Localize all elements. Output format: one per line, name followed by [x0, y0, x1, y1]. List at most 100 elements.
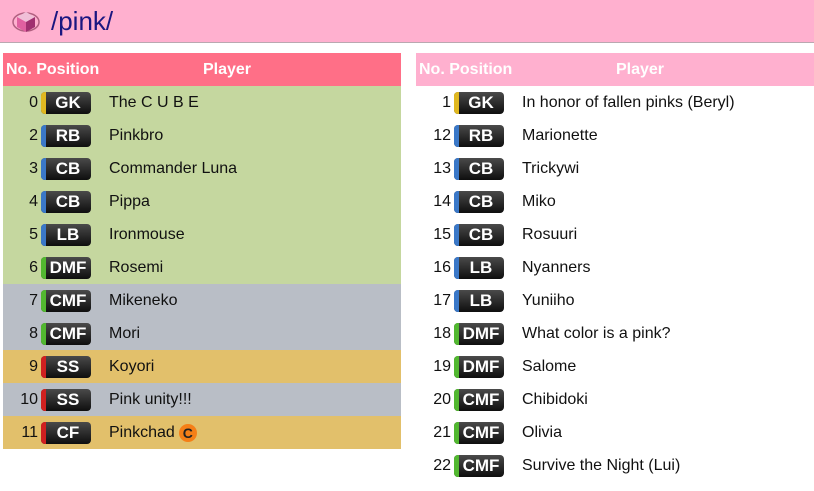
player-name: Mori [109, 324, 141, 342]
player-number: 17 [433, 291, 451, 309]
player-number: 21 [433, 423, 451, 441]
player-name: The C U B E [109, 93, 199, 111]
table-row: 10 SS Pink unity!!! [3, 383, 401, 416]
position-badge: CB [454, 190, 504, 213]
table-row: 8 CMF Mori [3, 317, 401, 350]
player-number: 20 [433, 390, 451, 408]
player-name: Pinkbro [109, 126, 164, 144]
table-row: 2 RB Pinkbro [3, 119, 401, 152]
table-row: 0 GK The C U B E [3, 86, 401, 119]
player-number: 5 [29, 225, 38, 243]
player-name: Rosemi [109, 258, 164, 276]
position-badge: LB [454, 256, 504, 279]
player-name: What color is a pink? [522, 324, 671, 342]
player-name: Pinkchad [109, 423, 175, 441]
table-row: 11 CF Pinkchad C [3, 416, 401, 449]
table-row: 5 LB Ironmouse [3, 218, 401, 251]
table-header: No. Position Player [416, 53, 814, 86]
pink-cube-logo-icon [11, 6, 41, 36]
substitutes-table: No. Position Player 1 GK In honor of fal… [416, 53, 814, 482]
player-name: Trickywi [522, 159, 580, 177]
position-badge: CB [41, 190, 91, 213]
player-number: 18 [433, 324, 451, 342]
position-badge: CB [454, 157, 504, 180]
position-label: RB [468, 125, 494, 145]
position-badge: CMF [454, 454, 504, 477]
captain-icon: C [178, 423, 197, 442]
player-number: 15 [433, 225, 451, 243]
player-name: In honor of fallen pinks (Beryl) [522, 93, 735, 111]
position-label: CF [56, 422, 80, 442]
player-number: 11 [21, 423, 38, 441]
player-number: 0 [29, 93, 38, 111]
player-name: Chibidoki [522, 390, 588, 408]
table-row: 3 CB Commander Luna [3, 152, 401, 185]
page-title: /pink/ [51, 5, 114, 36]
player-number: 8 [29, 324, 38, 342]
player-number: 14 [433, 192, 451, 210]
player-number: 4 [29, 192, 38, 210]
player-number: 7 [29, 291, 38, 309]
position-badge: LB [41, 223, 91, 246]
position-badge: GK [454, 91, 504, 114]
player-name: Salome [522, 357, 577, 375]
position-label: SS [56, 356, 80, 376]
player-header: Player [615, 60, 665, 78]
player-name: Koyori [109, 357, 155, 375]
player-name: Marionette [522, 126, 598, 144]
no-position-header: No. Position [419, 60, 513, 78]
player-name: Rosuuri [522, 225, 578, 243]
position-badge: CF [41, 421, 91, 444]
position-badge: DMF [454, 355, 504, 378]
position-badge: CB [41, 157, 91, 180]
table-row: 15 CB Rosuuri [416, 218, 814, 251]
position-badge: CMF [41, 289, 91, 312]
position-badge: CMF [454, 421, 504, 444]
player-number: 3 [29, 159, 38, 177]
table-row: 4 CB Pippa [3, 185, 401, 218]
page-header: /pink/ [0, 0, 814, 43]
position-label: CMF [49, 290, 87, 310]
player-number: 1 [442, 93, 451, 111]
position-label: CMF [462, 455, 500, 475]
table-row: 1 GK In honor of fallen pinks (Beryl) [416, 86, 814, 119]
position-label: SS [56, 389, 80, 409]
position-badge: DMF [41, 256, 91, 279]
table-row: 16 LB Nyanners [416, 251, 814, 284]
table-row: 6 DMF Rosemi [3, 251, 401, 284]
position-label: RB [55, 125, 81, 145]
position-label: CB [468, 191, 494, 211]
position-label: LB [469, 290, 493, 310]
position-label: DMF [49, 257, 87, 277]
table-row: 21 CMF Olivia [416, 416, 814, 449]
position-badge: DMF [454, 322, 504, 345]
position-label: GK [55, 92, 81, 112]
player-number: 12 [433, 126, 451, 144]
table-row: 18 DMF What color is a pink? [416, 317, 814, 350]
position-badge: CB [454, 223, 504, 246]
table-row: 22 CMF Survive the Night (Lui) [416, 449, 814, 482]
position-label: CB [468, 224, 494, 244]
position-badge: GK [41, 91, 91, 114]
table-row: 12 RB Marionette [416, 119, 814, 152]
position-badge: RB [41, 124, 91, 147]
player-name: Commander Luna [109, 159, 238, 177]
table-row: 7 CMF Mikeneko [3, 284, 401, 317]
position-badge: SS [41, 388, 91, 411]
no-position-header: No. Position [6, 60, 100, 78]
position-label: CB [55, 191, 81, 211]
position-badge: LB [454, 289, 504, 312]
table-row: 9 SS Koyori [3, 350, 401, 383]
table-row: 19 DMF Salome [416, 350, 814, 383]
player-name: Olivia [522, 423, 563, 441]
player-name: Miko [522, 192, 556, 210]
table-row: 14 CB Miko [416, 185, 814, 218]
player-name: Ironmouse [109, 225, 185, 243]
player-name: Survive the Night (Lui) [522, 456, 681, 474]
player-name: Nyanners [522, 258, 591, 276]
player-number: 9 [29, 357, 38, 375]
position-badge: CMF [41, 322, 91, 345]
position-label: GK [468, 92, 494, 112]
player-name: Mikeneko [109, 291, 178, 309]
